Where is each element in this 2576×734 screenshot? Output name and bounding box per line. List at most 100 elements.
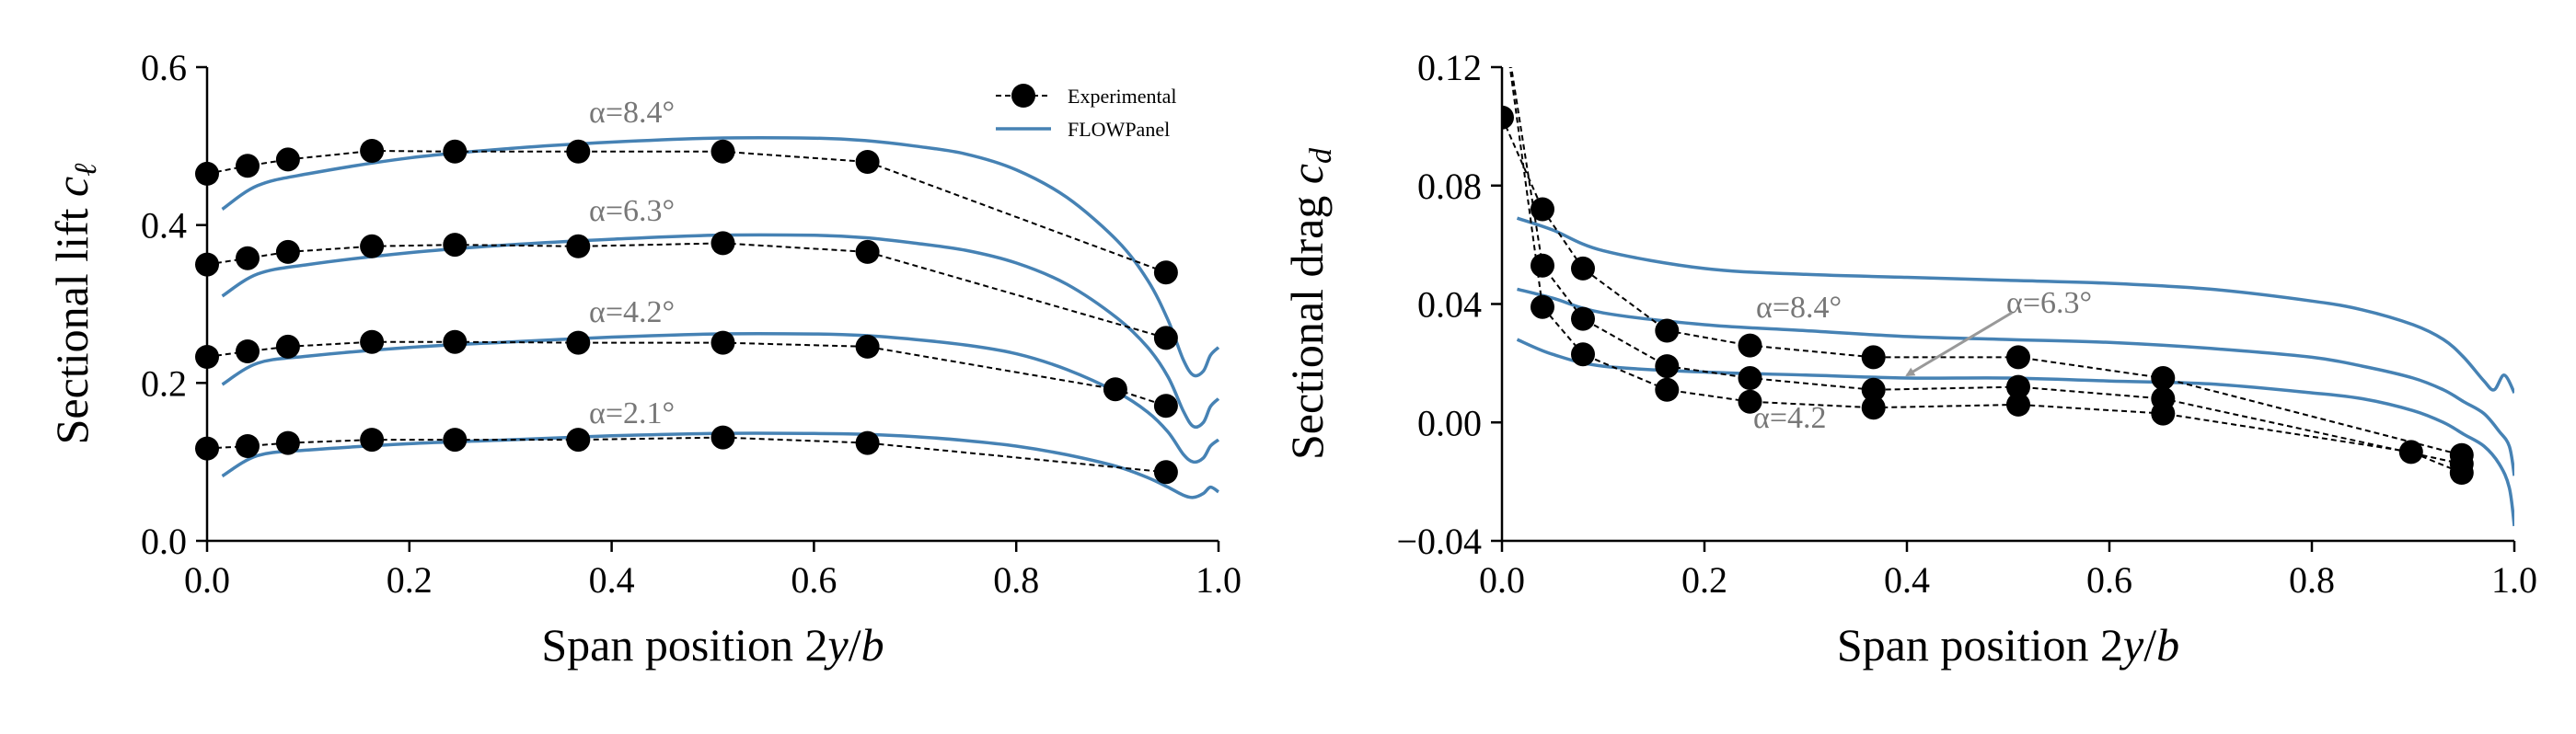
lift-model-curve-alpha-2-1: [221, 431, 1220, 499]
lift-experimental-point: [855, 430, 880, 455]
lift-experimental-point: [1153, 394, 1178, 419]
lift-x-axis-label: Span position 2y/b: [541, 619, 884, 671]
drag-experimental-line-alpha-8-4: [1502, 117, 2463, 456]
lift-experimental-point: [566, 330, 591, 355]
lift-x-tick-label: 0.4: [589, 559, 635, 601]
lift-experimental-point: [275, 239, 300, 264]
drag-x-tick-label: 0.4: [1884, 559, 1930, 601]
drag-annotation-alpha-4-2: α=4.2: [1753, 401, 1827, 435]
drag-experimental-point: [1738, 366, 1762, 390]
drag-experimental-point: [2006, 374, 2030, 399]
lift-experimental-point: [710, 425, 735, 450]
drag-x-tick-label: 0.6: [2086, 559, 2132, 601]
drag-experimental-point: [1571, 256, 1595, 281]
drag-experimental-point: [1531, 197, 1554, 222]
drag-x-tick-label: 1.0: [2491, 559, 2537, 601]
drag-experimental-point: [1655, 354, 1680, 379]
lift-experimental-point: [443, 233, 468, 258]
drag-experimental-series: [1490, 0, 2474, 485]
lift-x-tick-label: 1.0: [1196, 559, 1242, 601]
lift-annotation-alpha-4-2: α=4.2°: [589, 295, 675, 329]
lift-x-tick-label: 0.6: [791, 559, 837, 601]
lift-experimental-point: [275, 334, 300, 359]
drag-experimental-point: [1490, 0, 1514, 20]
lift-experimental-point: [710, 139, 735, 164]
drag-y-tick-label: 0.00: [1417, 402, 1482, 443]
drag-experimental-point: [1490, 0, 1514, 20]
drag-experimental-point: [1738, 389, 1762, 414]
drag-annotation-arrow: [1905, 311, 2013, 377]
lift-experimental-point: [360, 329, 385, 354]
lift-experimental-point: [360, 234, 385, 258]
lift-ticks: 0.0 0.2 0.4 0.6 0.8 1.0 0.0 0.2 0.4 0.6: [141, 47, 1242, 601]
lift-experimental-point: [443, 428, 468, 453]
lift-experimental-point: [566, 234, 591, 258]
lift-experimental-point: [236, 154, 260, 178]
lift-y-axis-label: Sectional lift cℓ: [46, 164, 103, 445]
lift-experimental-point: [1153, 460, 1178, 485]
drag-y-axis-label: Sectional drag cd: [1281, 147, 1338, 460]
drag-experimental-point: [2449, 461, 2474, 485]
drag-annotation-alpha-8-4: α=8.4°: [1756, 291, 1842, 325]
lift-experimental-point: [236, 246, 260, 270]
lift-x-tick-label: 0.0: [184, 559, 230, 601]
drag-experimental-point: [2151, 401, 2176, 426]
drag-y-tick-label: 0.08: [1417, 166, 1482, 207]
drag-experimental-point: [1571, 306, 1595, 331]
drag-annotation-alpha-6-3: α=6.3°: [2006, 286, 2092, 320]
drag-experimental-point: [1571, 342, 1595, 367]
drag-experimental-point: [1655, 318, 1680, 343]
drag-experimental-line-alpha-4-2: [1508, 67, 2463, 474]
drag-y-tick-label: 0.12: [1417, 47, 1482, 88]
lift-experimental-point: [275, 430, 300, 455]
lift-x-tick-label: 0.2: [387, 559, 433, 601]
lift-experimental-point: [566, 428, 591, 453]
lift-y-tick-label: 0.0: [141, 521, 187, 562]
legend: Experimental FLOWPanel: [996, 84, 1177, 141]
lift-annotation-alpha-8-4: α=8.4°: [589, 96, 675, 130]
drag-experimental-point: [1531, 294, 1554, 319]
drag-experimental-point: [1502, 105, 1514, 130]
drag-experimental-point: [1738, 333, 1762, 358]
lift-model-curve-alpha-8-4: [221, 136, 1220, 378]
lift-experimental-point: [443, 139, 468, 164]
lift-annotation-alpha-2-1: α=2.1°: [589, 396, 675, 430]
drag-experimental-point: [1861, 396, 1886, 420]
drag-x-axis-label: Span position 2y/b: [1837, 619, 2179, 671]
lift-model-curve-alpha-4-2: [221, 332, 1220, 464]
drag-experimental-point: [1531, 253, 1554, 278]
lift-panel: 0.0 0.2 0.4 0.6 0.8 1.0 0.0 0.2 0.4 0.6 Span posi…: [46, 47, 1242, 671]
lift-y-tick-label: 0.4: [141, 205, 187, 247]
lift-y-tick-label: 0.2: [141, 362, 187, 404]
drag-y-tick-label: −0.04: [1396, 521, 1482, 562]
drag-panel: 0.0 0.2 0.4 0.6 0.8 1.0−0.040.000.040.080.12 …: [1281, 0, 2537, 671]
drag-y-tick-label: 0.04: [1417, 284, 1482, 326]
lift-model-curve-alpha-6-3: [221, 233, 1220, 430]
lift-y-tick-label: 0.6: [141, 47, 187, 88]
drag-model-curve-alpha-8-4: [1516, 216, 2514, 394]
drag-experimental-line-alpha-6-3: [1510, 67, 2463, 465]
lift-experimental-point: [1103, 377, 1127, 402]
lift-experimental-point: [360, 139, 385, 163]
lift-experimental-line-alpha-8-4: [206, 149, 1167, 274]
lift-experimental-line-alpha-4-2: [206, 340, 1167, 407]
lift-experimental-point: [710, 330, 735, 355]
lift-experimental-point: [855, 239, 880, 264]
drag-experimental-point: [1861, 377, 1886, 402]
lift-experimental-point: [236, 339, 260, 363]
drag-x-tick-label: 0.8: [2289, 559, 2335, 601]
drag-experimental-point: [2006, 345, 2030, 370]
lift-experimental-point: [855, 334, 880, 359]
drag-ticks: 0.0 0.2 0.4 0.6 0.8 1.0 −0.04 0.00 0.04 0.08 0.12: [1396, 47, 2537, 601]
lift-experimental-point: [360, 428, 385, 453]
drag-x-tick-label: 0.0: [1479, 559, 1525, 601]
lift-experimental-series: [195, 139, 1178, 485]
lift-experimental-point: [1153, 260, 1178, 285]
drag-experimental-point: [1861, 345, 1886, 370]
lift-experimental-point: [443, 329, 468, 354]
legend-flowpanel-label: FLOWPanel: [1068, 118, 1170, 141]
lift-experimental-point: [236, 434, 260, 458]
legend-experimental-marker: [1011, 84, 1035, 108]
lift-experimental-point: [710, 231, 735, 256]
